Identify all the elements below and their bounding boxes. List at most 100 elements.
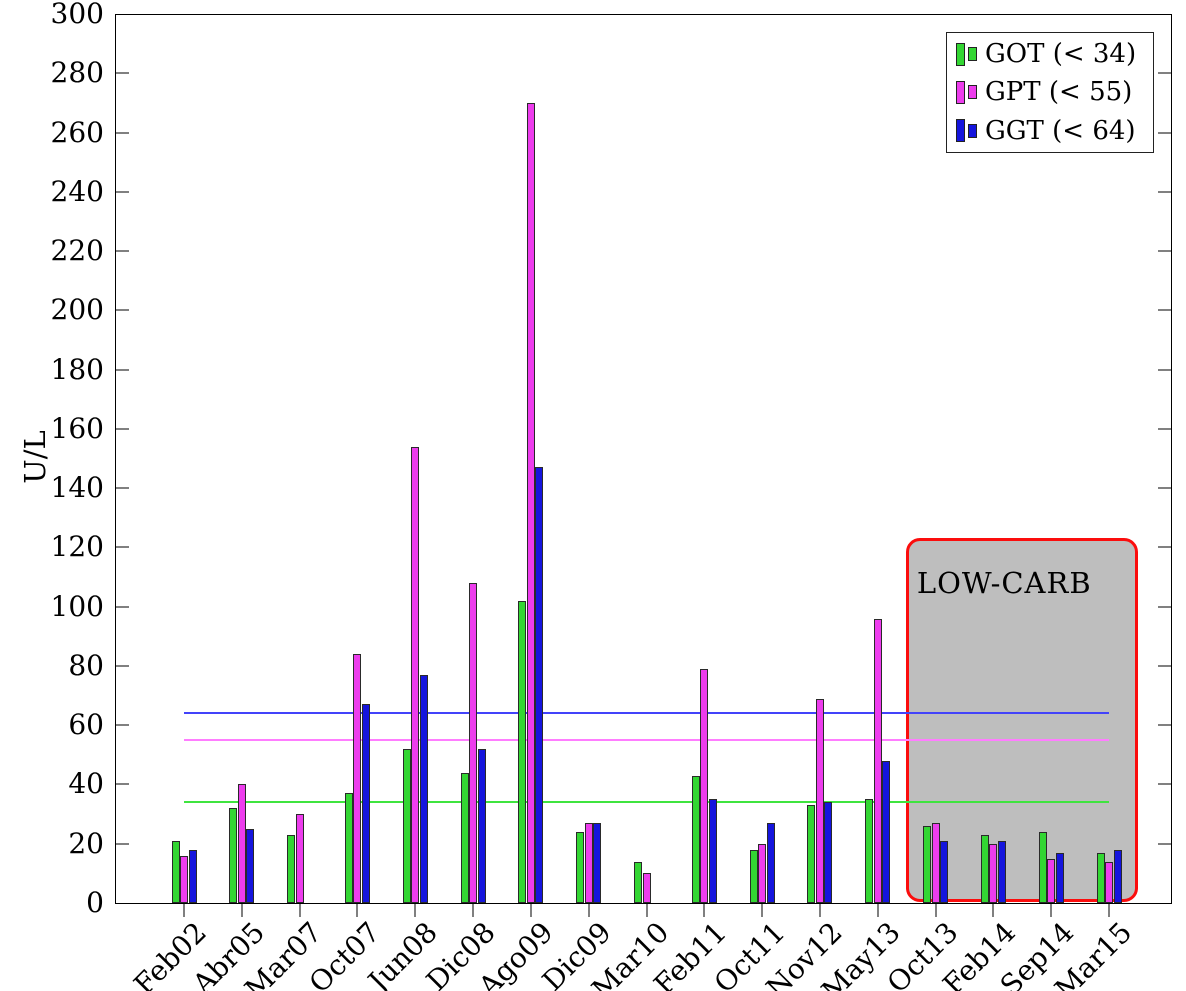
bar-gpt-nov12 (815, 698, 824, 903)
bar-gpt-may13 (873, 618, 882, 903)
bar-ggt-oct13 (940, 840, 949, 903)
x-tick (1108, 904, 1110, 917)
x-tick (529, 904, 532, 917)
bar-ggt-abr05 (246, 828, 255, 903)
y-tick-right (1158, 368, 1171, 371)
y-tick-label: 80 (68, 648, 104, 682)
y-tick-label: 280 (50, 56, 104, 90)
x-tick (703, 904, 706, 917)
x-tick (818, 904, 821, 917)
bar-gpt-feb14 (989, 843, 998, 903)
y-tick-left (116, 131, 129, 134)
bar-got-oct07 (344, 793, 353, 903)
y-tick-right (1158, 250, 1171, 253)
legend-label: GOT (< 34) (985, 39, 1137, 70)
y-tick-left (116, 546, 129, 549)
bar-got-feb11 (691, 775, 700, 903)
bar-ggt-may13 (882, 760, 891, 903)
bar-got-sep14 (1038, 831, 1047, 903)
bar-ggt-sep14 (1055, 852, 1064, 903)
bar-ggt-mar15 (1113, 849, 1122, 903)
y-tick-label: 200 (50, 293, 104, 327)
y-tick-right (1158, 546, 1171, 549)
y-tick-left (116, 309, 129, 312)
bar-ggt-ago09 (535, 467, 544, 903)
bar-ggt-dic08 (477, 748, 486, 903)
y-tick-right (1158, 487, 1171, 490)
bar-got-dic09 (576, 831, 585, 903)
bar-gpt-feb11 (700, 668, 709, 903)
bar-ggt-feb02 (188, 849, 197, 903)
bar-gpt-mar07 (295, 814, 304, 903)
y-tick-left (116, 783, 129, 786)
bar-got-oct11 (749, 849, 758, 903)
legend: GOT (< 34) GPT (< 55) GGT (< 64) (946, 32, 1154, 153)
y-tick-right (1158, 783, 1171, 786)
bar-ggt-nov12 (824, 802, 833, 903)
y-tick-label: 0 (86, 886, 104, 919)
y-tick-right (1158, 427, 1171, 430)
y-tick-left (116, 487, 129, 490)
legend-row-gpt: GPT (< 55) (947, 73, 1153, 111)
y-tick-right (1158, 309, 1171, 312)
bar-got-mar10 (634, 861, 642, 903)
y-tick-right (1158, 131, 1171, 134)
x-tick (645, 904, 648, 917)
bar-gpt-jun08 (411, 446, 420, 903)
bar-gpt-oct13 (931, 822, 940, 903)
bar-ggt-oct11 (766, 822, 775, 903)
bar-got-abr05 (229, 808, 238, 903)
y-tick-left (116, 664, 129, 667)
y-tick-left (116, 427, 129, 430)
bar-got-mar07 (287, 834, 296, 903)
y-tick-left (116, 190, 129, 193)
bar-got-mar15 (1096, 852, 1105, 903)
x-tick (472, 904, 475, 917)
bar-gpt-sep14 (1047, 858, 1056, 903)
bar-got-ago09 (518, 600, 527, 903)
legend-swatch-icon (956, 42, 965, 66)
y-tick-left (116, 724, 129, 727)
bar-got-feb02 (171, 840, 180, 903)
y-tick-right (1158, 72, 1171, 75)
bar-ggt-feb14 (997, 840, 1006, 903)
legend-row-got: GOT (< 34) (947, 35, 1153, 73)
x-tick (183, 904, 185, 917)
y-tick-right (1158, 605, 1171, 608)
x-tick (992, 904, 995, 917)
legend-label: GGT (< 64) (985, 115, 1136, 146)
bar-ggt-jun08 (419, 674, 428, 903)
y-tick-label: 180 (50, 352, 104, 386)
x-tick (934, 904, 937, 917)
reference-line-64 (184, 712, 1109, 715)
y-tick-left (116, 250, 129, 253)
y-tick-label: 40 (68, 767, 104, 801)
legend-row-ggt: GGT (< 64) (947, 112, 1153, 150)
bar-gpt-oct07 (353, 654, 362, 903)
bar-gpt-oct11 (758, 843, 767, 903)
y-tick-right (1158, 190, 1171, 193)
y-tick-label: 220 (50, 234, 104, 268)
lowcarb-annotation-label: LOW-CARB (916, 566, 1092, 601)
legend-swatch-icon (956, 119, 965, 143)
bar-gpt-dic09 (584, 822, 593, 903)
reference-line-34 (184, 801, 1109, 804)
y-tick-label: 100 (50, 589, 104, 623)
bar-got-feb14 (980, 834, 989, 903)
y-tick-right (1158, 842, 1171, 845)
bar-ggt-oct07 (361, 704, 370, 903)
x-tick (587, 904, 590, 917)
y-tick-label: 140 (50, 471, 104, 505)
bar-ggt-feb11 (708, 799, 717, 903)
x-tick (356, 904, 359, 917)
y-tick-label: 60 (68, 708, 104, 742)
y-tick-label: 300 (50, 0, 104, 30)
bar-got-oct13 (923, 825, 932, 903)
y-tick-label: 120 (50, 530, 104, 564)
y-tick-left (116, 368, 129, 371)
x-tick (1050, 904, 1053, 917)
y-tick-right (1158, 724, 1171, 727)
reference-line-55 (184, 739, 1109, 742)
y-tick-label: 240 (50, 174, 104, 208)
